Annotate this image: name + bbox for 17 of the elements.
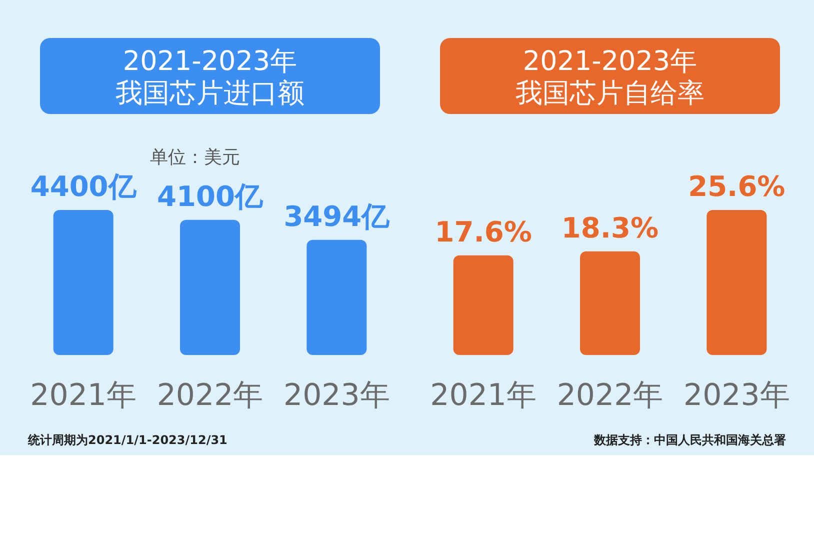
x-tick-label: 2022年	[156, 378, 264, 413]
data-label: 25.6%	[688, 170, 786, 203]
data-label: 18.3%	[561, 211, 659, 244]
data-label: 4400亿	[30, 170, 138, 203]
x-tick-label: 2021年	[30, 378, 137, 413]
chart-title: 2021-2023年我国芯片自给率	[516, 46, 704, 109]
data-label: 4100亿	[157, 180, 264, 213]
chart-title: 2021-2023年我国芯片进口额	[116, 46, 304, 109]
data-label: 17.6%	[434, 215, 532, 248]
text: 统计周期为2021/1/1-2023/12/31	[27, 433, 228, 447]
x-tick-label: 2023年	[683, 378, 790, 413]
x-tick-label: 2023年	[283, 378, 390, 413]
data-label: 3494亿	[284, 200, 391, 233]
text: 数据支持：中国人民共和国海关总署	[593, 433, 786, 447]
x-tick-label: 2021年	[430, 378, 537, 413]
chart-subtitle: 单位：美元	[150, 147, 240, 168]
x-tick-label: 2022年	[556, 378, 664, 413]
